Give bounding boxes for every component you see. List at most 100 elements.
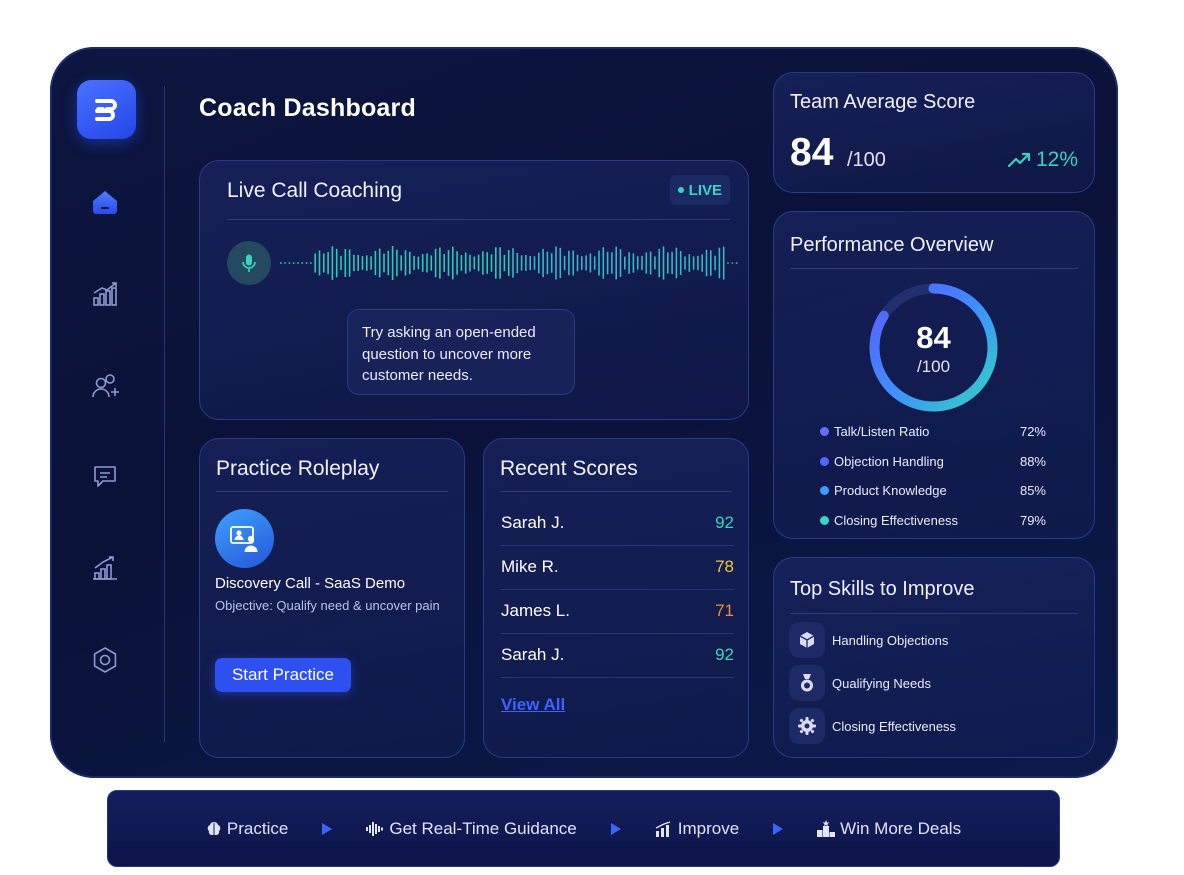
- flow-step-improve: Improve: [655, 819, 739, 839]
- podium-icon: [817, 820, 836, 837]
- home-icon: [93, 191, 117, 214]
- score-row-divider: [501, 633, 734, 634]
- skill-label: Qualifying Needs: [832, 675, 931, 691]
- chat-icon: [94, 466, 116, 487]
- practice-title: Practice Roleplay: [216, 457, 380, 480]
- metric-row: Closing Effectiveness 79%: [820, 513, 1046, 528]
- metric-value: 72%: [1019, 424, 1046, 439]
- skill-label: Closing Effectiveness: [832, 718, 957, 734]
- team-average-trend: 12%: [1007, 148, 1078, 172]
- metric-dot: [820, 456, 829, 466]
- brand-logo[interactable]: [77, 80, 136, 139]
- soundwave-icon: [366, 821, 384, 836]
- performance-divider: [790, 268, 1078, 269]
- microphone-icon: [242, 254, 256, 272]
- live-call-card: Live Call Coaching LIVE Try asking an op…: [199, 160, 749, 420]
- recent-scores-title: Recent Scores: [500, 457, 638, 480]
- score-name: James L.: [501, 601, 570, 620]
- bar-chart-icon: [655, 820, 670, 837]
- skills-card: Top Skills to Improve Handling Objection…: [773, 557, 1095, 758]
- metric-dot: [820, 486, 829, 496]
- score-row[interactable]: Mike R. 78: [501, 545, 734, 589]
- live-call-divider: [227, 219, 730, 220]
- skills-divider: [790, 613, 1078, 614]
- flow-arrow-icon: [322, 822, 333, 835]
- score-name: Sarah J.: [501, 513, 565, 532]
- score-row[interactable]: Sarah J. 92: [501, 633, 734, 677]
- view-all-link[interactable]: View All: [501, 695, 566, 714]
- workflow-bar: Practice Get Real-Time Guidance Improve …: [107, 790, 1060, 867]
- flow-step-guidance: Get Real-Time Guidance: [366, 818, 577, 839]
- sidebar-divider: [164, 86, 165, 742]
- mic-button[interactable]: [227, 241, 271, 285]
- sidebar-item-team[interactable]: [89, 370, 121, 402]
- logo-mark-icon: [94, 98, 117, 121]
- score-row[interactable]: James L. 71: [501, 589, 734, 633]
- donut-denominator: /100: [916, 357, 951, 376]
- score-row[interactable]: Sarah J. 92: [501, 501, 734, 545]
- sidebar-item-messages[interactable]: [89, 460, 121, 492]
- sidebar-item-home[interactable]: [89, 186, 121, 218]
- recent-scores-divider: [500, 491, 732, 492]
- audio-waveform: [280, 246, 738, 280]
- flow-step-practice: Practice: [206, 819, 288, 839]
- skill-item[interactable]: Qualifying Needs: [789, 665, 931, 701]
- donut-progress-arc: [869, 283, 998, 412]
- skill-item[interactable]: Closing Effectiveness: [789, 708, 956, 744]
- brain-icon: [207, 821, 221, 835]
- trend-up-icon: [1007, 152, 1031, 168]
- practice-card: Practice Roleplay Discovery Call - SaaS …: [199, 438, 465, 758]
- live-badge: LIVE: [669, 175, 730, 205]
- team-average-title: Team Average Score: [790, 91, 976, 113]
- gear-icon: [798, 717, 816, 735]
- score-value: 92: [715, 645, 734, 664]
- add-user-icon: [92, 374, 119, 398]
- settings-icon: [93, 647, 117, 673]
- metric-value: 85%: [1019, 483, 1046, 499]
- performance-card: Performance Overview 84 /100 Talk/Listen…: [773, 211, 1095, 539]
- trend-value: 12%: [1035, 148, 1078, 171]
- metric-value: 79%: [1019, 513, 1046, 529]
- score-row-divider: [501, 589, 734, 590]
- score-value: 78: [715, 557, 734, 576]
- score-row-divider: [501, 677, 734, 678]
- flow-step-win: Win More Deals: [817, 819, 961, 839]
- score-value: 92: [715, 513, 734, 532]
- team-average-score: 84: [790, 131, 834, 174]
- live-dot-icon: [677, 187, 684, 193]
- scenario-avatar: [215, 509, 274, 568]
- live-badge-label: LIVE: [688, 181, 722, 199]
- flow-arrow-icon: [610, 822, 621, 835]
- team-average-card: Team Average Score 84 /100 12%: [773, 72, 1095, 193]
- metric-row: Objection Handling 88%: [820, 454, 1046, 469]
- score-value: 71: [715, 601, 734, 620]
- metric-label: Product Knowledge: [834, 483, 947, 499]
- metric-label: Closing Effectiveness: [834, 513, 959, 529]
- start-practice-button[interactable]: Start Practice: [215, 658, 351, 692]
- analytics-icon: [93, 282, 117, 306]
- video-call-icon: [229, 525, 257, 552]
- scenario-objective: Objective: Qualify need & uncover pain: [215, 598, 440, 613]
- sidebar-item-settings[interactable]: [89, 644, 121, 676]
- metric-label: Objection Handling: [834, 453, 944, 469]
- flow-step-label: Practice: [226, 818, 289, 838]
- flow-step-label: Get Real-Time Guidance: [389, 818, 577, 838]
- metric-row: Talk/Listen Ratio 72%: [820, 424, 1046, 439]
- metric-value: 88%: [1019, 453, 1046, 469]
- cube-icon: [799, 632, 815, 648]
- sidebar-item-analytics[interactable]: [89, 278, 121, 310]
- metric-dot: [820, 427, 829, 436]
- score-name: Mike R.: [501, 557, 559, 576]
- page-title: Coach Dashboard: [199, 94, 416, 122]
- live-call-title: Live Call Coaching: [227, 179, 403, 202]
- skill-item[interactable]: Handling Objections: [789, 622, 948, 658]
- sidebar-item-reports[interactable]: [89, 552, 121, 584]
- skill-label: Handling Objections: [832, 632, 949, 648]
- medal-icon: [801, 674, 813, 692]
- scenario-name: Discovery Call - SaaS Demo: [215, 575, 406, 592]
- coaching-tip: Try asking an open-ended question to unc…: [347, 309, 575, 395]
- recent-scores-card: Recent Scores Sarah J. 92 Mike R. 78 James L…: [483, 438, 749, 758]
- growth-chart-icon: [93, 556, 117, 580]
- practice-divider: [216, 491, 448, 492]
- score-row-divider: [501, 545, 734, 546]
